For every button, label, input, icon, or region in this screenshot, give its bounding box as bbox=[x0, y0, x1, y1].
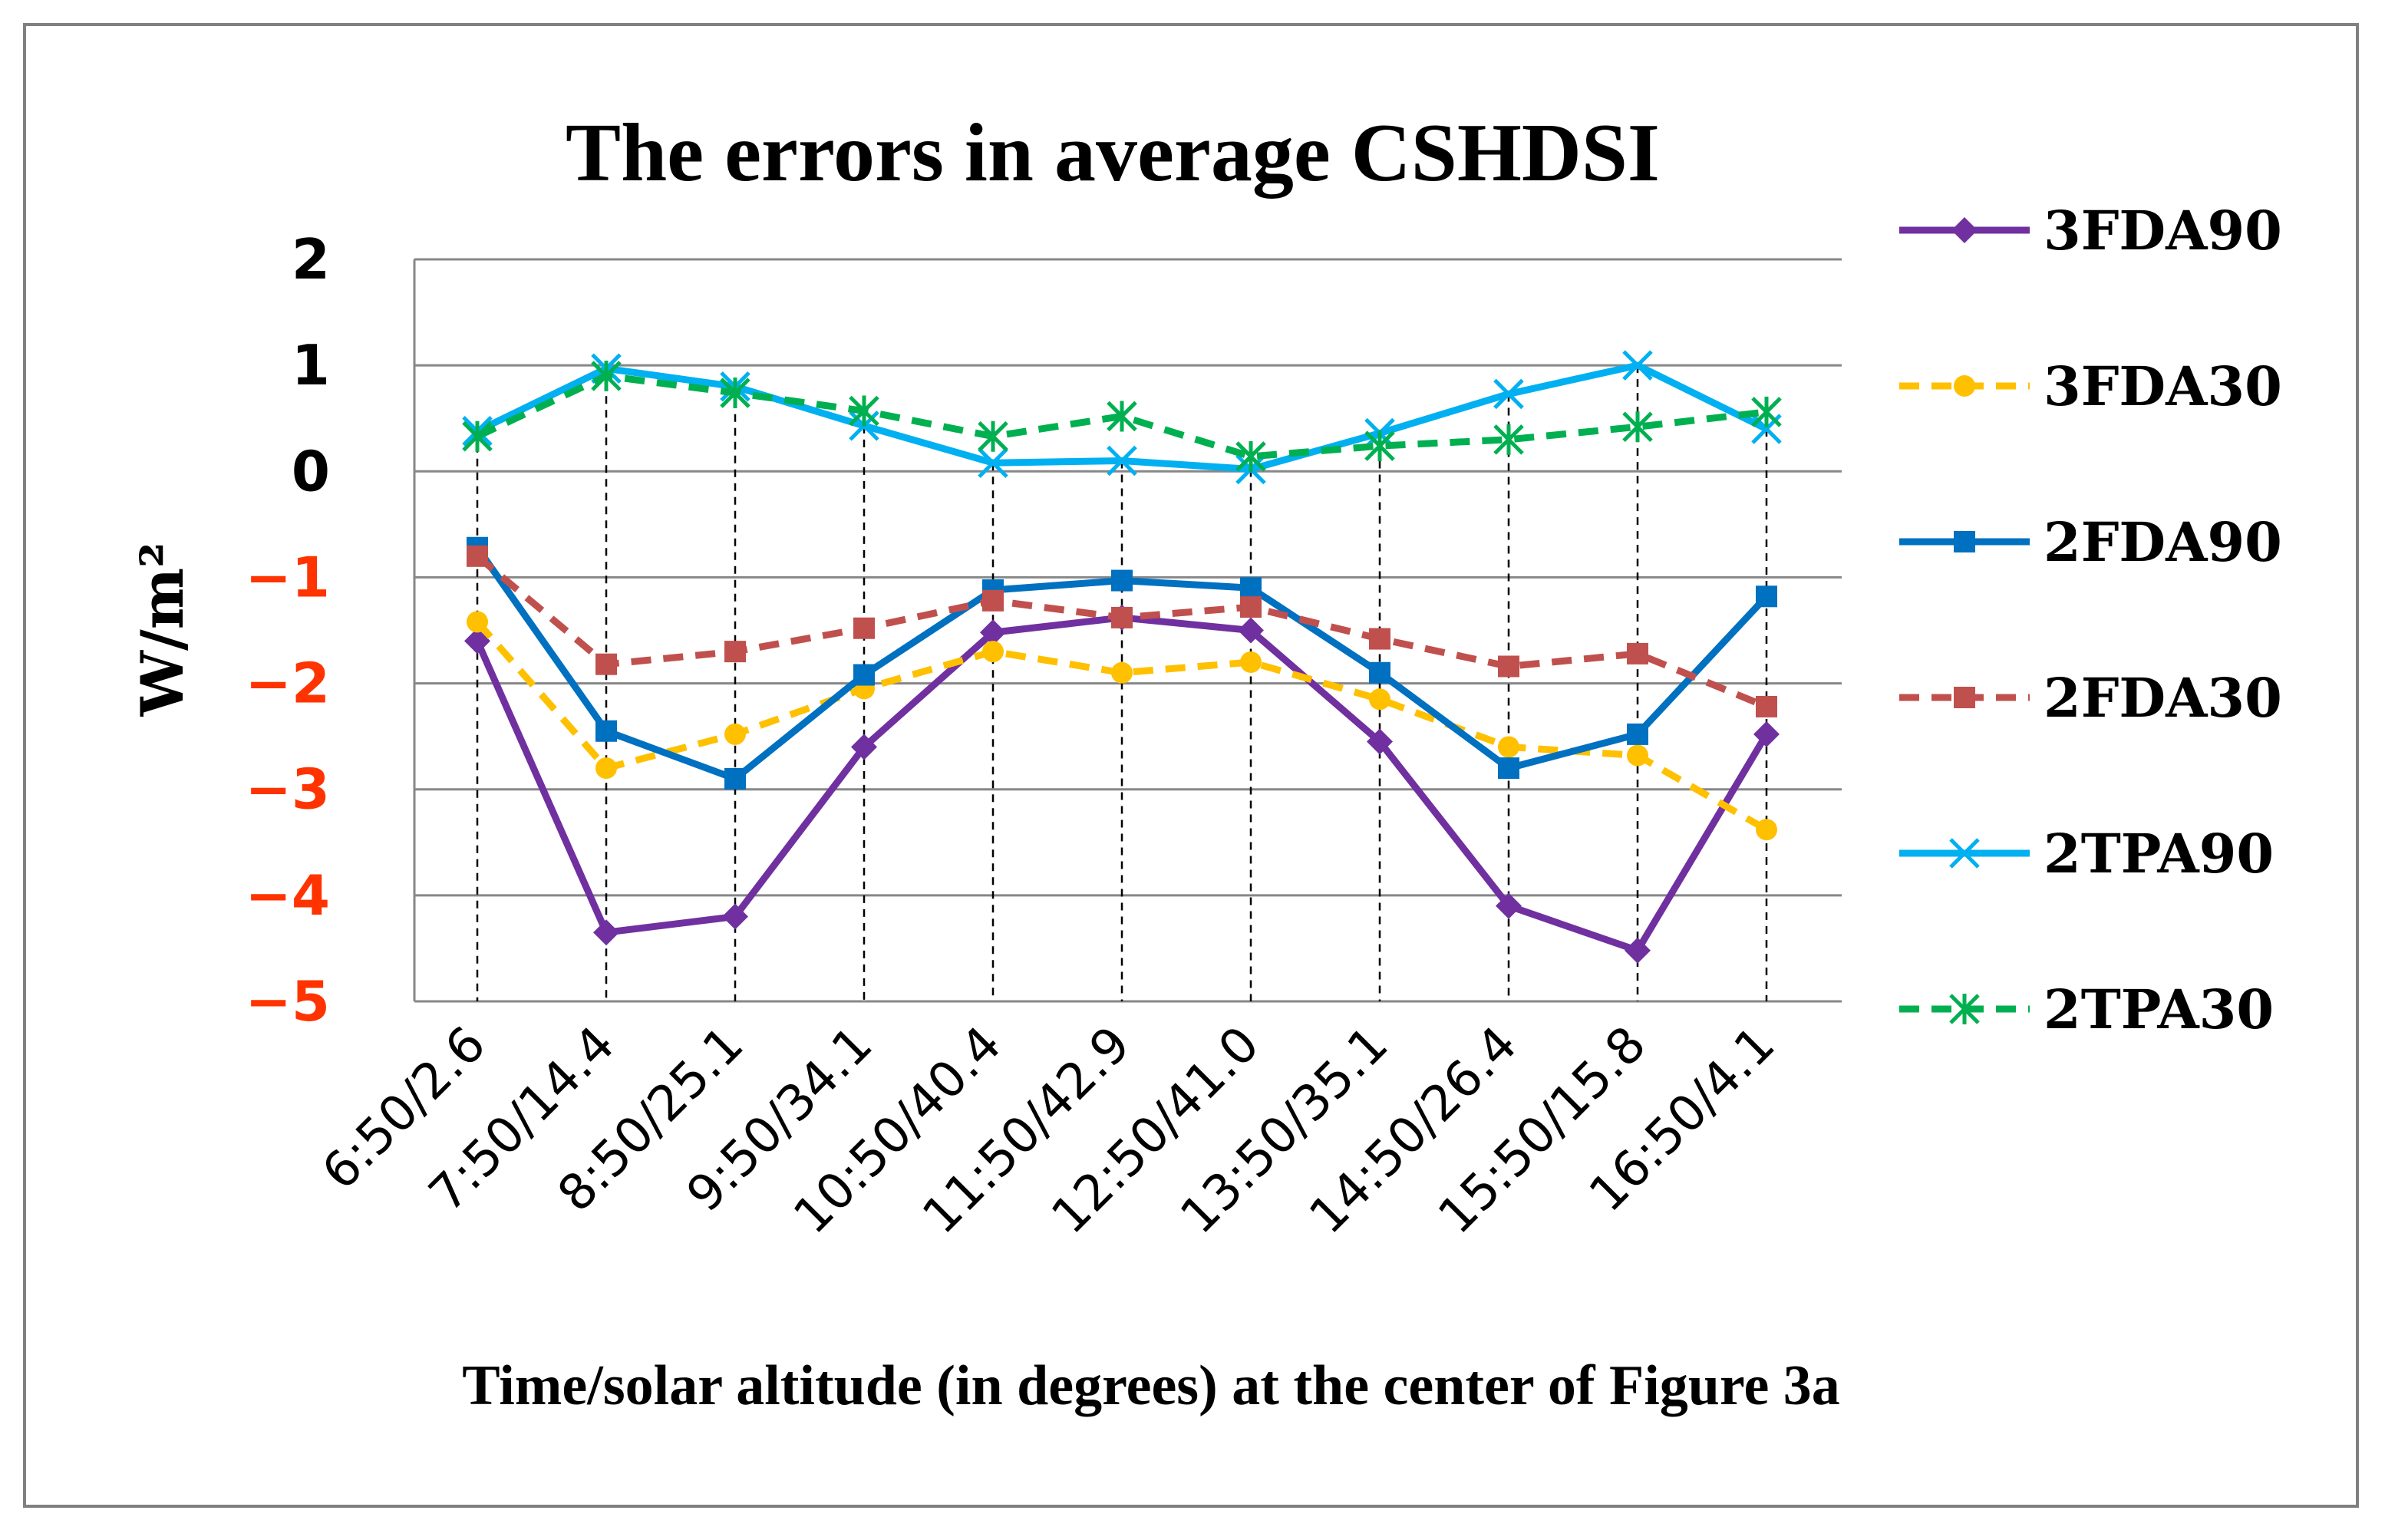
data-point bbox=[1756, 585, 1777, 608]
data-point bbox=[1751, 396, 1782, 427]
data-point bbox=[595, 757, 617, 780]
data-point bbox=[1240, 577, 1262, 599]
data-point bbox=[724, 767, 746, 790]
data-point bbox=[593, 919, 619, 946]
data-point bbox=[1493, 424, 1524, 455]
data-point bbox=[849, 395, 879, 427]
data-point bbox=[853, 617, 875, 639]
data-point bbox=[724, 641, 746, 663]
legend-label: 3FDA90 bbox=[2044, 199, 2282, 262]
data-point bbox=[1235, 440, 1266, 472]
data-point bbox=[851, 734, 877, 760]
legend-item: 3FDA90 bbox=[1899, 199, 2282, 262]
y-axis-ticks: 2 1 0 −1 −2 −3 −4 −5 bbox=[246, 227, 330, 1034]
data-point bbox=[595, 720, 617, 742]
series-2tpa30 bbox=[462, 360, 1782, 472]
x-axis-label: Time/solar altitude (in degrees) at the … bbox=[462, 1354, 1840, 1417]
legend-marker bbox=[1954, 687, 1975, 708]
series-group bbox=[462, 350, 1782, 964]
data-point bbox=[978, 447, 1008, 479]
legend-label: 2FDA90 bbox=[2044, 510, 2282, 574]
data-point bbox=[720, 378, 750, 409]
data-point bbox=[982, 641, 1004, 663]
data-point bbox=[1369, 661, 1390, 684]
data-point bbox=[1756, 695, 1777, 717]
vertical-drop-lines bbox=[476, 365, 1768, 1001]
y-tick-label: 2 bbox=[292, 227, 330, 292]
legend-label: 2TPA30 bbox=[2044, 978, 2274, 1041]
y-tick-label: −3 bbox=[246, 757, 330, 822]
data-point bbox=[1622, 350, 1653, 381]
legend-label: 2FDA30 bbox=[2044, 666, 2282, 730]
legend-marker bbox=[1949, 994, 1980, 1024]
data-point bbox=[595, 653, 617, 675]
series-2fda30 bbox=[467, 545, 1777, 717]
legend-marker bbox=[1954, 375, 1975, 397]
data-point bbox=[1111, 606, 1133, 628]
chart-title: The errors in average CSHDSI bbox=[566, 107, 1660, 199]
legend: 3FDA90 3FDA30 2FDA90 2FDA30 2TPA90 2TPA30 bbox=[1899, 199, 2282, 1041]
legend-marker bbox=[1951, 217, 1978, 243]
data-point bbox=[1622, 411, 1653, 443]
data-point bbox=[724, 723, 746, 745]
data-point bbox=[1498, 757, 1519, 780]
legend-item: 2FDA30 bbox=[1899, 666, 2282, 730]
data-point bbox=[1367, 728, 1393, 755]
data-point bbox=[1496, 892, 1522, 919]
data-point bbox=[1493, 378, 1524, 410]
x-axis-ticks: 6:50/2.67:50/14.48:50/25.19:50/34.110:50… bbox=[312, 1016, 1786, 1245]
data-point bbox=[1625, 937, 1651, 964]
data-point bbox=[1369, 688, 1390, 711]
legend-item: 3FDA30 bbox=[1899, 354, 2282, 418]
legend-item: 2TPA30 bbox=[1899, 978, 2274, 1041]
grid bbox=[413, 258, 1842, 1003]
data-point bbox=[980, 619, 1006, 646]
legend-marker bbox=[1954, 531, 1975, 552]
y-tick-label: −5 bbox=[246, 969, 330, 1034]
data-point bbox=[1627, 723, 1648, 745]
data-point bbox=[1627, 744, 1648, 767]
data-point bbox=[1627, 642, 1648, 664]
data-point bbox=[1753, 721, 1780, 747]
data-point bbox=[1364, 430, 1395, 462]
series-2fda90 bbox=[467, 536, 1777, 790]
data-point bbox=[1498, 736, 1519, 758]
data-point bbox=[467, 545, 488, 567]
legend-item: 2TPA90 bbox=[1899, 822, 2274, 885]
legend-label: 2TPA90 bbox=[2044, 822, 2274, 885]
data-point bbox=[591, 360, 622, 391]
data-point bbox=[1498, 655, 1519, 678]
data-point bbox=[722, 903, 748, 930]
y-axis-label: W/m² bbox=[128, 542, 196, 717]
y-tick-label: −2 bbox=[246, 651, 330, 716]
data-point bbox=[1756, 819, 1777, 841]
y-tick-label: −4 bbox=[246, 863, 330, 928]
data-point bbox=[978, 420, 1008, 452]
data-point bbox=[1111, 569, 1133, 592]
data-point bbox=[982, 589, 1004, 612]
data-point bbox=[462, 420, 493, 452]
data-point bbox=[853, 664, 875, 686]
y-tick-label: −1 bbox=[246, 545, 330, 609]
series-line bbox=[474, 619, 1769, 833]
y-tick-label: 0 bbox=[292, 439, 330, 503]
legend-marker bbox=[1949, 838, 1980, 869]
data-point bbox=[1111, 661, 1133, 684]
chart-frame bbox=[23, 23, 2359, 1508]
data-point bbox=[1107, 401, 1137, 432]
y-tick-label: 1 bbox=[292, 333, 330, 397]
legend-item: 2FDA90 bbox=[1899, 510, 2282, 574]
data-point bbox=[467, 611, 488, 633]
data-point bbox=[1240, 596, 1262, 618]
data-point bbox=[1238, 617, 1264, 644]
data-point bbox=[1240, 651, 1262, 673]
series-3fda30 bbox=[467, 611, 1777, 841]
data-point bbox=[1107, 445, 1137, 477]
legend-label: 3FDA30 bbox=[2044, 354, 2282, 418]
data-point bbox=[1369, 628, 1390, 650]
